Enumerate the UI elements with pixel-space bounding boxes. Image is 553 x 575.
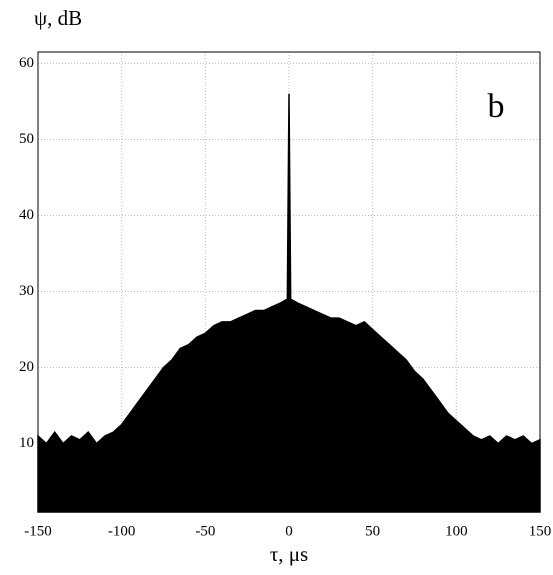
y-tick-label: 60 [19,55,34,71]
annotation-box [476,78,534,136]
x-tick-label: -50 [195,523,215,539]
x-tick-label: -150 [24,523,52,539]
frame [37,51,541,513]
y-tick-label: 20 [19,359,34,375]
x-tick-label: 150 [529,523,552,539]
x-tick-label: -100 [108,523,136,539]
x-tick-label: 0 [285,523,293,539]
y-tick-label: 30 [19,283,34,299]
annotation: b [488,88,505,125]
x-tick-label: 50 [365,523,380,539]
y-tick-label: 50 [19,131,34,147]
y-tick-label: 40 [19,207,34,223]
x-tick-label: 100 [445,523,468,539]
y-axis-label: ψ, dB [34,6,82,30]
area [37,93,541,513]
y-tick-label: 10 [19,435,34,451]
x-axis-label: τ, μs [270,542,308,566]
